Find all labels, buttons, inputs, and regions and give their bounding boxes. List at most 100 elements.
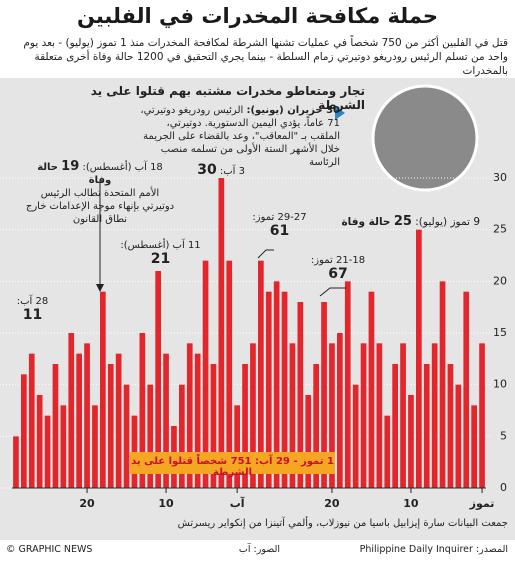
annotation: 18 آب (أغسطس): 19 حالة وفاة الأمم المتحدة… bbox=[25, 160, 175, 226]
annotation-text: الأمم المتحدة تطالب الرئيس دوتيرتي بإنها… bbox=[25, 188, 175, 225]
y-tick-label: 10 bbox=[493, 378, 507, 391]
x-tick-label: 10 bbox=[158, 497, 174, 510]
bar bbox=[13, 436, 19, 488]
bar bbox=[368, 291, 375, 488]
photo-credit: الصور: آب bbox=[238, 544, 280, 555]
bar bbox=[344, 281, 351, 488]
bar bbox=[123, 384, 130, 488]
bar bbox=[297, 302, 304, 488]
bar bbox=[376, 343, 383, 488]
bar bbox=[408, 395, 414, 488]
bar bbox=[28, 353, 35, 488]
bar bbox=[384, 415, 391, 488]
bar bbox=[107, 364, 114, 488]
annotation: 21-18 تموز: 67 bbox=[308, 255, 368, 282]
bar bbox=[265, 291, 272, 488]
data-label: 11 bbox=[22, 307, 43, 323]
total-note: 1 تموز - 29 آب: 751 شخصاً قتلوا على يد ا… bbox=[131, 456, 334, 478]
bar bbox=[36, 395, 43, 488]
bar bbox=[439, 281, 446, 488]
bar bbox=[60, 405, 67, 488]
bar bbox=[321, 302, 327, 488]
bar bbox=[21, 374, 27, 488]
bar bbox=[44, 415, 51, 488]
bar bbox=[471, 405, 477, 488]
data-label: 21 bbox=[150, 251, 171, 267]
annotation-date: 28 آب: bbox=[16, 296, 49, 307]
x-tick-label: 10 bbox=[403, 497, 419, 510]
bar bbox=[194, 353, 201, 488]
bar bbox=[115, 353, 122, 488]
total-box bbox=[130, 452, 335, 474]
bar bbox=[226, 260, 233, 488]
annotation: 9 تموز (يوليو): 25 حالة وفاة bbox=[330, 214, 480, 229]
annotation-date: 9 تموز (يوليو): bbox=[415, 216, 480, 228]
bar bbox=[352, 384, 359, 488]
pointer bbox=[335, 106, 345, 120]
credit: جمعت البيانات سارة إيزابيل باسيا من نيوز… bbox=[177, 518, 508, 529]
bar bbox=[179, 384, 185, 488]
annotation-date: 29-27 تموز: bbox=[252, 212, 307, 223]
bar bbox=[281, 291, 288, 488]
bar bbox=[463, 291, 470, 488]
data-label: 19 bbox=[61, 159, 80, 174]
annotation: 29-27 تموز: 61 bbox=[252, 212, 307, 239]
annotation-text: الرئيس رودريغو دوتيرتي، 71 عاماً، يؤدي ا… bbox=[140, 105, 340, 168]
bar bbox=[447, 364, 454, 488]
annotation-date: 11 آب (أغسطس): bbox=[120, 240, 201, 251]
x-tick-label: آب bbox=[230, 496, 245, 510]
bar bbox=[234, 405, 240, 488]
copyright: © GRAPHIC NEWS bbox=[6, 544, 93, 555]
annotation: 3 آب: 30 bbox=[195, 162, 245, 178]
y-tick-label: 20 bbox=[493, 274, 507, 287]
y-tick-label: 0 bbox=[500, 481, 507, 494]
chart-subtitle: تجار ومتعاطو مخدرات مشتبه بهم قتلوا على … bbox=[90, 84, 365, 112]
y-tick-label: 30 bbox=[493, 171, 507, 184]
photo bbox=[371, 84, 479, 192]
y-tick-label: 25 bbox=[493, 223, 507, 236]
annotation-date: 18 آب (أغسطس): bbox=[82, 162, 163, 173]
bar bbox=[360, 343, 367, 488]
bar bbox=[52, 364, 59, 488]
x-tick-label: تموز bbox=[469, 497, 495, 510]
bar bbox=[100, 291, 106, 488]
annotation-text: حالة وفاة bbox=[341, 216, 391, 228]
bar bbox=[131, 415, 138, 488]
bar bbox=[423, 364, 430, 488]
data-label: 25 bbox=[393, 214, 412, 229]
annotation-total: 61 bbox=[269, 223, 290, 239]
range-marker bbox=[319, 287, 346, 297]
bar bbox=[305, 395, 312, 488]
bar bbox=[186, 343, 193, 488]
annotation-total: 67 bbox=[328, 266, 348, 282]
bar bbox=[337, 333, 343, 488]
bar bbox=[289, 343, 296, 488]
annotation-date: 21-18 تموز: bbox=[310, 255, 366, 266]
bar bbox=[163, 353, 169, 488]
bar bbox=[242, 364, 248, 488]
y-tick-label: 5 bbox=[500, 429, 507, 442]
subtitle: قتل في الفلبين أكثر من 750 شخصاً في عملي… bbox=[23, 37, 508, 77]
bar bbox=[416, 229, 422, 488]
bar bbox=[313, 364, 319, 488]
annotation-date: 30 حزيران (يونيو): bbox=[246, 105, 340, 116]
bar bbox=[210, 364, 217, 488]
data-label: 30 bbox=[197, 162, 217, 178]
bar bbox=[400, 343, 406, 488]
range-marker bbox=[257, 249, 274, 259]
annotation-text: حالة وفاة bbox=[37, 162, 112, 186]
bar bbox=[479, 343, 485, 488]
bar bbox=[273, 281, 280, 488]
bar bbox=[84, 343, 90, 488]
annotation: 30 حزيران (يونيو): الرئيس رودريغو دوتيرت… bbox=[135, 104, 340, 169]
bar bbox=[92, 405, 98, 488]
bar bbox=[68, 333, 75, 488]
annotation: 28 آب: 11 bbox=[10, 296, 55, 323]
annotation-date: 3 آب: bbox=[219, 166, 245, 177]
bar bbox=[147, 384, 154, 488]
arrow-head bbox=[96, 284, 104, 292]
source: المصدر: Philippine Daily Inquirer bbox=[359, 544, 508, 555]
bar bbox=[431, 343, 438, 488]
